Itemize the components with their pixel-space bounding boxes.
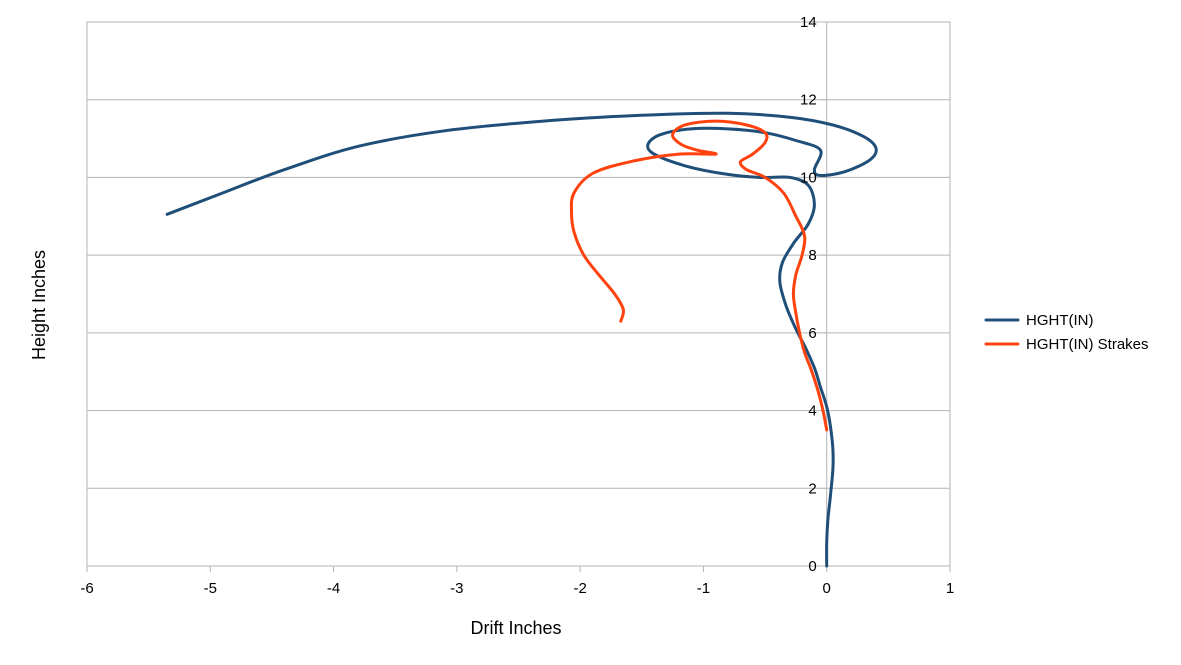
y-tick-label: 14: [800, 14, 817, 31]
y-tick-label: 12: [800, 92, 817, 109]
x-tick-label: 0: [823, 580, 831, 597]
legend-label: HGHT(IN) Strakes: [1026, 336, 1149, 353]
legend: HGHT(IN) HGHT(IN) Strakes: [984, 312, 1149, 353]
x-tick-label: -3: [450, 580, 463, 597]
y-axis-title: Height Inches: [29, 250, 49, 360]
series-line-1: [165, 111, 878, 568]
y-tick-label: 4: [808, 403, 816, 420]
x-tick-label: -6: [80, 580, 93, 597]
axes: [86, 21, 951, 572]
x-tick-label: 1: [946, 580, 954, 597]
legend-label: HGHT(IN): [1026, 312, 1094, 329]
y-tick-label: 2: [808, 480, 816, 497]
x-axis-title: Drift Inches: [470, 618, 561, 638]
y-tick-label: 8: [808, 247, 816, 264]
x-tick-label: -5: [204, 580, 217, 597]
plot-frame: [86, 21, 951, 567]
y-tick-label: 0: [808, 558, 816, 575]
tick-labels: 0 2 4 6 8 10 12 14 -6 -5 -4 -3 -2 -1 0 1: [80, 14, 954, 597]
series-layer: [165, 111, 878, 568]
y-tick-label: 10: [800, 169, 817, 186]
x-tick-label: -1: [697, 580, 710, 597]
series-line-2: [569, 119, 829, 432]
y-tick-label: 6: [808, 325, 816, 342]
x-tick-label: -4: [327, 580, 340, 597]
x-tick-label: -2: [573, 580, 586, 597]
